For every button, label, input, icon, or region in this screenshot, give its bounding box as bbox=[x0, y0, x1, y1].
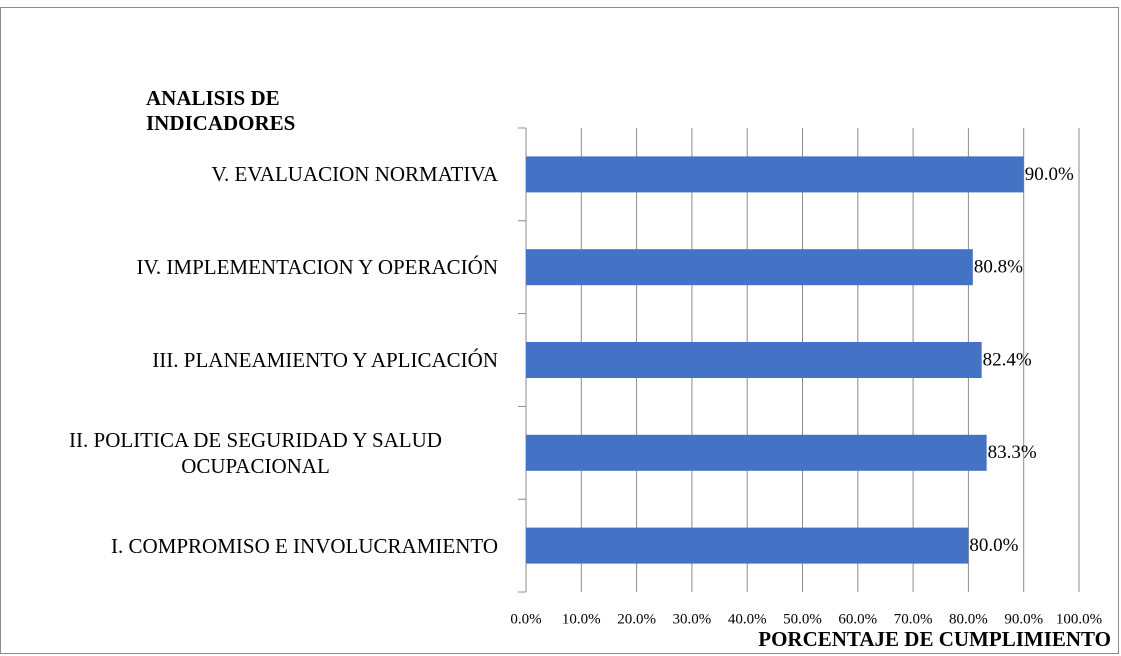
x-tick-label: 30.0% bbox=[673, 611, 712, 627]
x-tick-label: 10.0% bbox=[562, 611, 601, 627]
x-tick-label: 40.0% bbox=[728, 611, 767, 627]
y-tick-label-box: V. EVALUACION NORMATIVA bbox=[0, 161, 498, 187]
y-tick-label: II. POLITICA DE SEGURIDAD Y SALUD OCUPAC… bbox=[69, 427, 442, 478]
value-label: 82.4% bbox=[983, 349, 1032, 370]
chart-border bbox=[0, 7, 1119, 654]
y-tick-label-box: IV. IMPLEMENTACION Y OPERACIÓN bbox=[0, 254, 498, 280]
y-tick-label: I. COMPROMISO E INVOLUCRAMIENTO bbox=[111, 533, 498, 558]
y-tick-label-box: III. PLANEAMIENTO Y APLICACIÓN bbox=[0, 347, 498, 373]
bar bbox=[526, 156, 1024, 193]
x-tick-label: 70.0% bbox=[894, 611, 933, 627]
value-label: 83.3% bbox=[988, 442, 1037, 463]
chart-title: ANALISIS DE INDICADORES bbox=[146, 86, 296, 135]
bar bbox=[526, 342, 982, 378]
x-tick-label: 90.0% bbox=[1004, 611, 1043, 627]
y-tick-label-box: II. POLITICA DE SEGURIDAD Y SALUD OCUPAC… bbox=[0, 427, 498, 479]
x-tick-label: 50.0% bbox=[783, 611, 822, 627]
y-tick-label: IV. IMPLEMENTACION Y OPERACIÓN bbox=[136, 255, 498, 280]
y-tick-label: III. PLANEAMIENTO Y APLICACIÓN bbox=[152, 348, 498, 372]
x-tick-label: 20.0% bbox=[617, 611, 656, 627]
x-tick-label: 100.0% bbox=[1056, 611, 1102, 627]
x-tick-label: 80.0% bbox=[949, 611, 988, 627]
bar bbox=[526, 249, 973, 286]
y-tick-label-box: I. COMPROMISO E INVOLUCRAMIENTO bbox=[0, 533, 498, 559]
value-label: 80.8% bbox=[974, 257, 1023, 278]
x-tick-label: 60.0% bbox=[838, 611, 877, 627]
x-axis-title: PORCENTAJE DE CUMPLIMIENTO bbox=[758, 627, 1111, 651]
value-label: 90.0% bbox=[1025, 164, 1074, 185]
bar bbox=[526, 434, 987, 471]
x-tick-label: 0.0% bbox=[510, 611, 541, 627]
bar bbox=[526, 527, 969, 564]
value-label: 80.0% bbox=[969, 535, 1018, 556]
y-tick-label: V. EVALUACION NORMATIVA bbox=[211, 162, 498, 187]
